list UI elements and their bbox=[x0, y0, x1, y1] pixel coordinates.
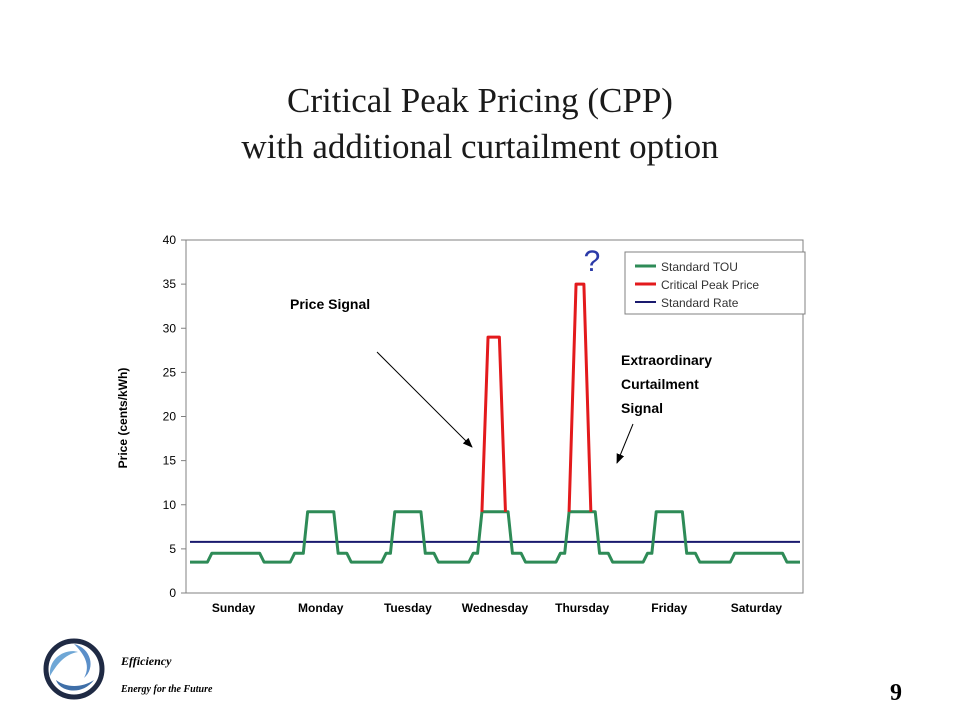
y-tick-label: 0 bbox=[169, 586, 176, 600]
slide-title: Critical Peak Pricing (CPP) with additio… bbox=[0, 78, 960, 170]
title-line-2: with additional curtailment option bbox=[241, 127, 719, 166]
series-layer bbox=[190, 282, 800, 564]
y-axis-label: Price (cents/kWh) bbox=[116, 368, 130, 469]
legend-label-critical-peak: Critical Peak Price bbox=[661, 278, 759, 292]
page-number: 9 bbox=[890, 680, 902, 706]
footer-brand: Efficiency bbox=[121, 654, 172, 668]
y-tick-label: 10 bbox=[163, 498, 177, 512]
x-axis: Sunday Monday Tuesday Wednesday Thursday Frid… bbox=[212, 601, 783, 615]
price-signal-arrow bbox=[376, 351, 473, 448]
legend-label-standard-rate: Standard Rate bbox=[661, 296, 739, 310]
x-tick-label: Wednesday bbox=[462, 601, 529, 615]
x-tick-label: Thursday bbox=[555, 601, 609, 615]
y-tick-label: 30 bbox=[163, 321, 177, 335]
series-line-critical-peak-price bbox=[480, 335, 507, 512]
curtailment-line-3: Signal bbox=[621, 400, 663, 416]
x-tick-label: Friday bbox=[651, 601, 687, 615]
y-tick-label: 5 bbox=[169, 542, 176, 556]
y-tick-label: 15 bbox=[163, 454, 177, 468]
curtailment-line-2: Curtailment bbox=[621, 376, 699, 392]
legend: Standard TOU Critical Peak Price Standar… bbox=[624, 251, 806, 315]
curtailment-arrow bbox=[616, 423, 634, 464]
curtailment-annotation: Extraordinary Curtailment Signal bbox=[621, 352, 716, 416]
y-tick-label: 35 bbox=[163, 277, 177, 291]
series-line-critical-peak-price bbox=[567, 282, 593, 512]
x-tick-label: Monday bbox=[298, 601, 344, 615]
y-tick-label: 20 bbox=[163, 410, 177, 424]
x-tick-label: Tuesday bbox=[384, 601, 432, 615]
company-logo bbox=[43, 638, 105, 700]
x-tick-label: Saturday bbox=[731, 601, 783, 615]
x-tick-label: Sunday bbox=[212, 601, 256, 615]
legend-label-standard-tou: Standard TOU bbox=[661, 260, 738, 274]
y-tick-label: 25 bbox=[163, 365, 177, 379]
price-signal-annotation: Price Signal bbox=[290, 296, 370, 312]
series-line-standard-tou bbox=[190, 510, 800, 564]
title-line-1: Critical Peak Pricing (CPP) bbox=[287, 81, 673, 120]
y-axis: 0 5 10 15 20 25 30 35 40 bbox=[163, 233, 186, 600]
footer-tagline: Energy for the Future bbox=[121, 684, 213, 695]
question-mark-annotation: ? bbox=[584, 245, 601, 278]
y-tick-label: 40 bbox=[163, 233, 177, 247]
curtailment-line-1: Extraordinary bbox=[621, 352, 712, 368]
